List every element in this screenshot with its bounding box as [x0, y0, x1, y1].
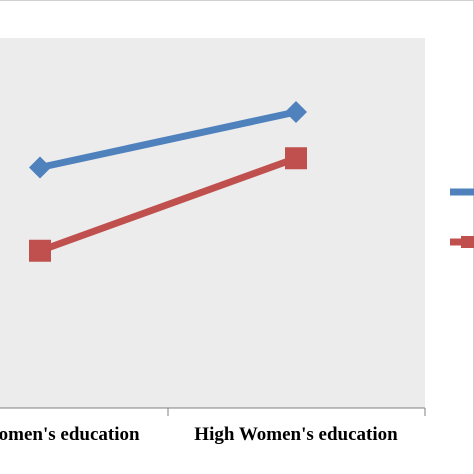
legend-marker-series-2: [461, 236, 474, 248]
series-2-line: [38, 154, 298, 255]
legend: [450, 188, 474, 248]
x-tick-label-low: Low Women's education: [0, 424, 140, 445]
series-2-point-2: [285, 147, 307, 170]
series-1-point-2: [285, 101, 307, 123]
series-2-point-1: [29, 239, 51, 262]
x-tick-label-high: High Women's education: [194, 424, 398, 445]
series-layer: [29, 101, 307, 262]
series-1-point-1: [29, 156, 51, 179]
plot-area: [0, 38, 425, 408]
series-1-line: [39, 108, 297, 171]
